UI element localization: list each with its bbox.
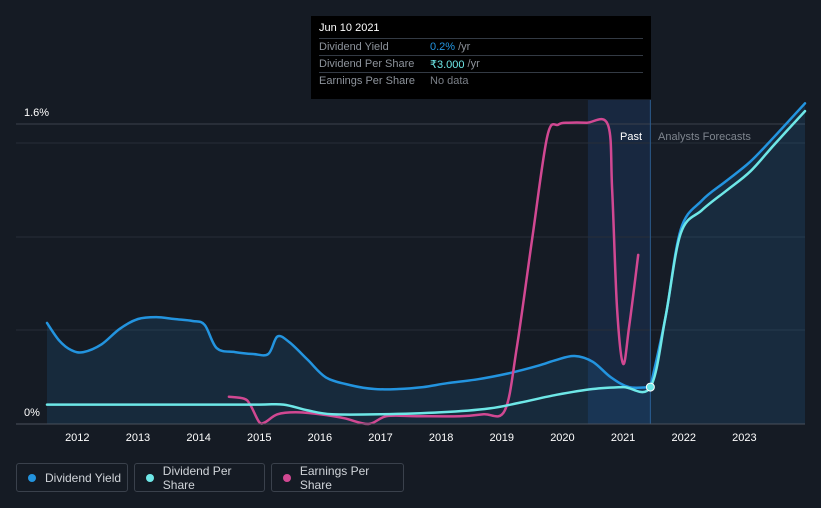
forecast-label: Analysts Forecasts [658,131,751,143]
x-ticks: 2012 2013 2014 2015 2016 2017 2018 2019 2020 2021… [65,432,757,444]
tooltip-value: ₹3.000 [430,58,465,71]
legend-dividend-yield[interactable]: Dividend Yield [16,463,128,492]
tooltip-row-dividend-yield: Dividend Yield 0.2% /yr [319,38,643,55]
legend-dot-icon [28,473,36,482]
legend-label: Dividend Per Share [162,463,232,492]
series-layer [45,102,807,426]
x-tick-label: 2017 [368,432,392,444]
tooltip-unit: /yr [467,58,480,70]
tooltip-label: Dividend Per Share [319,58,415,70]
tooltip-value: No data [430,75,469,87]
forecast-region [650,124,805,424]
y-tick-label-zero: 0% [24,407,40,419]
x-tick-label: 2015 [247,432,271,444]
dividend-per-share-line [45,109,807,416]
hover-tooltip: Jun 10 2021 Dividend Yield 0.2% /yr Divi… [311,16,651,99]
x-tick-label: 2023 [732,432,756,444]
hover-marker [645,382,655,392]
legend-label: Earnings Per Share [299,463,370,492]
x-tick-label: 2012 [65,432,89,444]
gridlines [16,123,805,331]
x-tick-label: 2020 [550,432,574,444]
x-tick-label: 2022 [671,432,695,444]
tooltip-value: 0.2% [430,41,456,53]
tooltip-row-dividend-per-share: Dividend Per Share ₹3.000 /yr [319,55,643,72]
dividend-yield-forecast-area [650,103,805,425]
legend-earnings-per-share[interactable]: Earnings Per Share [271,463,404,492]
tooltip-row-earnings-per-share: Earnings Per Share No data [319,72,643,89]
legend-dot-icon [283,473,291,482]
tooltip-label: Dividend Yield [319,41,389,53]
legend-dividend-per-share[interactable]: Dividend Per Share [134,463,265,492]
tooltip-date: Jun 10 2021 [319,22,380,34]
earnings-per-share-line [227,117,640,426]
x-tick-label: 2019 [490,432,514,444]
dividend-yield-area [47,317,651,424]
legend-label: Dividend Yield [45,470,122,485]
x-tick-label: 2021 [611,432,635,444]
dividend-yield-line [45,315,652,391]
x-tick-label: 2013 [126,432,150,444]
x-tick-label: 2016 [308,432,332,444]
x-tick-label: 2014 [186,432,210,444]
tooltip-unit: /yr [458,41,471,53]
x-tick-label: 2018 [429,432,453,444]
y-tick-label-max: 1.6% [24,107,49,119]
tooltip-label: Earnings Per Share [319,75,415,87]
past-label: Past [620,131,642,143]
past-shade [587,100,651,424]
legend-dot-icon [146,473,154,482]
